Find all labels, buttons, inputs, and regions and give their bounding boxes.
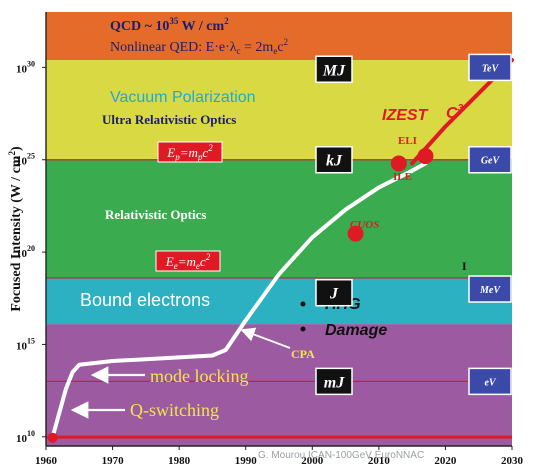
- proton-energy-box: Ep=mpc2: [157, 141, 223, 163]
- c3-label: C3: [446, 103, 464, 122]
- x-tick-label: 1990: [235, 455, 258, 467]
- q-switching-label: Q-switching: [130, 400, 219, 420]
- vacuum-polarization-label: Vacuum Polarization: [110, 89, 256, 106]
- facility-point: [347, 225, 364, 242]
- regime-boundary-lines: [46, 159, 512, 439]
- facility-point: [417, 148, 434, 165]
- particle-energy-box: TeV: [468, 53, 512, 82]
- ile-label: ILE: [393, 171, 412, 183]
- svg-text:GeV: GeV: [481, 156, 501, 167]
- svg-text:MJ: MJ: [322, 62, 346, 79]
- x-tick-label: 1980: [168, 455, 191, 467]
- bound-electrons-label: Bound electrons: [80, 290, 210, 310]
- series-line: [50, 161, 428, 439]
- energy-box: kJ: [315, 145, 353, 174]
- svg-text:TeV: TeV: [482, 63, 500, 74]
- edge-i-label: I: [462, 259, 467, 273]
- facility-point: [47, 432, 58, 443]
- svg-text:mJ: mJ: [324, 374, 345, 391]
- mode-locking-label: mode locking: [150, 366, 248, 386]
- regime-bands: [46, 12, 512, 446]
- energy-box: J: [315, 278, 353, 307]
- particle-energy-box: eV: [468, 367, 512, 396]
- y-tick-label: 1010: [16, 429, 35, 445]
- x-tick-label: 2010: [368, 455, 391, 467]
- energy-box: MJ: [315, 55, 353, 84]
- facility-points: [47, 148, 434, 443]
- svg-text:Ep=mpc2: Ep=mpc2: [166, 143, 213, 162]
- energy-box: mJ: [315, 367, 353, 396]
- x-tick-label: 2000: [301, 455, 324, 467]
- x-tick-label: 1970: [102, 455, 125, 467]
- regime-band: [46, 60, 512, 160]
- regime-band: [46, 159, 512, 278]
- particle-energy-box: GeV: [468, 145, 512, 174]
- ultra-relativistic-label: Ultra Relativistic Optics: [102, 112, 236, 127]
- svg-text:MeV: MeV: [479, 285, 501, 296]
- y-tick-label: 1025: [16, 152, 35, 168]
- y-tick-label: 1015: [16, 336, 35, 352]
- relativistic-optics-label: Relativistic Optics: [105, 207, 206, 222]
- y-tick-label: 1020: [16, 244, 35, 260]
- svg-text:eV: eV: [484, 377, 496, 388]
- eli-label: ELI: [398, 135, 417, 147]
- regime-band: [46, 324, 512, 446]
- electron-energy-box: Ee=mec2: [155, 250, 221, 272]
- energy-boxes: MJ kJ JmJ: [315, 55, 353, 396]
- nonlinear-qed-label: Nonlinear QED: E·e·λc = 2mec2: [110, 37, 288, 56]
- x-axis-ticks: 1960 1970 1980 1990 2000 2010 2020 2030: [35, 446, 524, 467]
- x-tick-label: 2020: [434, 455, 457, 467]
- bullet-dot: [300, 301, 306, 307]
- qcd-label: QCD ~ 1035 W / cm2: [110, 16, 229, 34]
- y-tick-label: 1030: [16, 59, 35, 75]
- y-axis-label: Focused Intensity (W / cm2): [7, 146, 24, 312]
- cpa-arrow: [240, 327, 291, 349]
- particle-energy-box: MeV: [468, 275, 512, 303]
- svg-text:Ee=mec2: Ee=mec2: [165, 252, 211, 271]
- cpa-label: CPA: [291, 347, 315, 361]
- regime-band: [46, 277, 512, 325]
- regime-band: [46, 12, 512, 61]
- cuos-label: CUOS: [350, 219, 379, 231]
- y-axis-ticks: 1010 1015 1020 1025 1030: [16, 59, 46, 445]
- credit-text: G. Mourou ICAN-100GeV EuroNNAC: [258, 450, 424, 461]
- izest-label: IZEST: [382, 107, 429, 124]
- damage-label: Damage: [325, 322, 387, 339]
- bullet-dot: [300, 326, 306, 332]
- svg-text:J: J: [329, 286, 339, 303]
- facility-point: [390, 155, 407, 172]
- x-tick-label: 1960: [35, 455, 58, 467]
- x-tick-label: 2030: [501, 455, 524, 467]
- svg-text:kJ: kJ: [326, 153, 343, 170]
- particle-energy-boxes: TeV GeV MeV eV: [468, 53, 512, 396]
